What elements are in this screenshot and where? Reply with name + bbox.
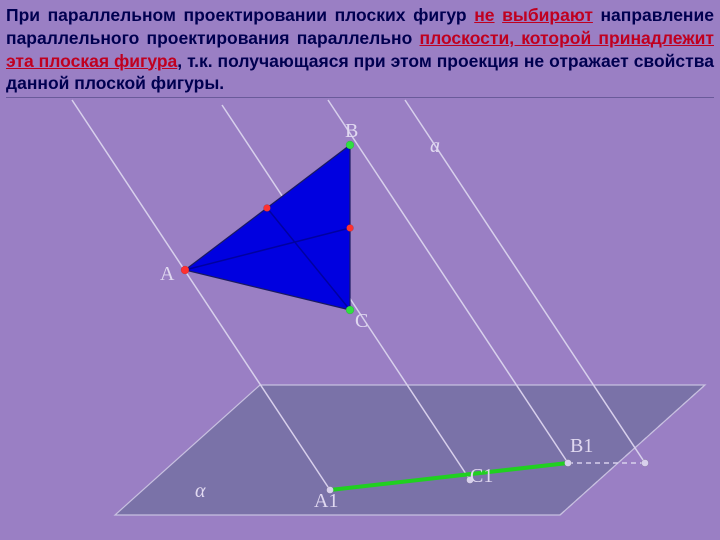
label-C: C (355, 310, 368, 333)
label-A: A (160, 263, 174, 286)
label-B1: B1 (570, 435, 593, 458)
label-C1: C1 (470, 465, 493, 488)
label-direction-a: a (430, 135, 440, 158)
label-A1: A1 (314, 490, 338, 513)
label-alpha: α (195, 480, 206, 503)
caption-text: При параллельном проектировании плоских … (6, 4, 714, 98)
label-B: B (345, 120, 358, 143)
